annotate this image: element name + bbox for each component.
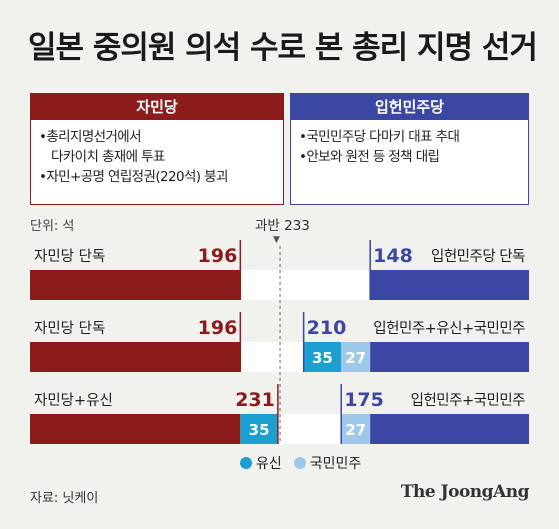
bar-segment-value: 35 (312, 349, 333, 367)
bar-left-segment (30, 414, 241, 444)
ldp-box-item-3: •자민+공명 연립정권(220석) 붕괴 (39, 169, 228, 185)
cdp-box-item-2: •안보와 원전 등 정책 대립 (299, 149, 440, 165)
legend-item-ishin: 유신 (240, 453, 282, 473)
majority-label: 과반 233 (255, 218, 310, 234)
bar-right-segment (370, 414, 529, 444)
bar-segment-value: 27 (345, 421, 366, 439)
legend: 유신 국민민주 (240, 453, 373, 473)
source-label: 자료: 닛케이 (30, 491, 99, 506)
bar-left-segment (240, 414, 278, 444)
right-total-label: 148 (373, 245, 413, 267)
chart-title: 일본 중의원 의석 수로 본 총리 지명 선거 (28, 30, 538, 66)
bar-left-segment (30, 342, 241, 372)
ldp-box-item-1: •총리지명선거에서 (39, 129, 142, 145)
right-total-label: 210 (307, 317, 347, 339)
unit-label: 단위: 석 (30, 219, 75, 234)
left-coalition-label: 자민당+유신 (34, 392, 113, 409)
ldp-box-item-2: 다카이치 총재에 투표 (51, 149, 165, 165)
bar-left-segment (30, 270, 241, 300)
publisher-logo: The JoongAng (400, 482, 530, 502)
bar-right-segment (370, 342, 529, 372)
right-coalition-label: 입헌민주+유신+국민민주 (373, 320, 525, 337)
ldp-info-box: 자민당 •총리지명선거에서 다카이치 총재에 투표 •자민+공명 연립정권(22… (30, 93, 284, 205)
right-coalition-label: 입헌민주+국민민주 (411, 392, 526, 409)
bar-right-segment (341, 414, 371, 444)
left-coalition-label: 자민당 단독 (34, 320, 105, 337)
bar-right-segment (370, 270, 529, 300)
bar-segment-value: 27 (345, 349, 366, 367)
legend-swatch-dpfp (293, 457, 306, 469)
left-total-label: 231 (235, 389, 275, 411)
cdp-box-item-1: •국민민주당 다마키 대표 추대 (299, 129, 460, 145)
bar-right-segment (303, 342, 342, 372)
ldp-box-header: 자민당 (31, 94, 283, 120)
majority-marker-icon: ▼ (273, 235, 280, 245)
bar-segment-value: 35 (249, 421, 270, 439)
left-total-label: 196 (198, 245, 238, 267)
right-total-label: 175 (344, 389, 384, 411)
cdp-box-header: 입헌민주당 (291, 94, 528, 120)
legend-swatch-ishin (240, 457, 252, 469)
left-coalition-label: 자민당 단독 (34, 248, 105, 265)
cdp-info-box: 입헌민주당 •국민민주당 다마키 대표 추대 •안보와 원전 등 정책 대립 (290, 93, 529, 205)
right-coalition-label: 입헌민주당 단독 (431, 248, 525, 265)
bar-right-segment (341, 342, 371, 372)
left-total-label: 196 (198, 317, 238, 339)
legend-item-dpfp: 국민민주 (293, 453, 361, 473)
